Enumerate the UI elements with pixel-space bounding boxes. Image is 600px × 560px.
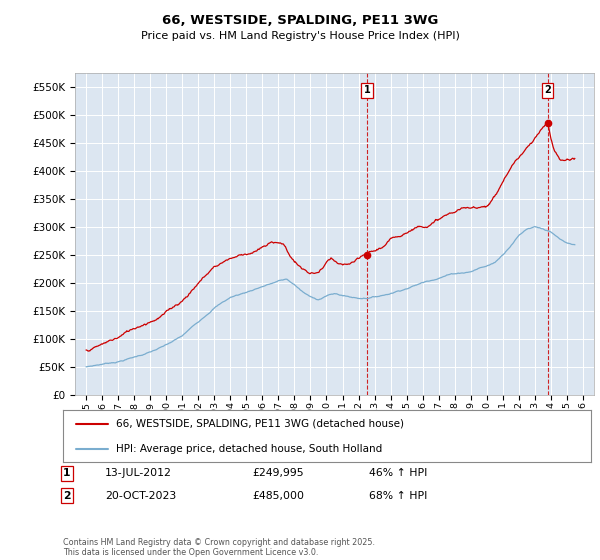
Text: HPI: Average price, detached house, South Holland: HPI: Average price, detached house, Sout… (116, 444, 382, 454)
Text: 66, WESTSIDE, SPALDING, PE11 3WG: 66, WESTSIDE, SPALDING, PE11 3WG (162, 14, 438, 27)
Text: 13-JUL-2012: 13-JUL-2012 (105, 468, 172, 478)
Text: Contains HM Land Registry data © Crown copyright and database right 2025.
This d: Contains HM Land Registry data © Crown c… (63, 538, 375, 557)
Text: 1: 1 (364, 85, 370, 95)
Text: 20-OCT-2023: 20-OCT-2023 (105, 491, 176, 501)
Text: 2: 2 (544, 85, 551, 95)
Text: £485,000: £485,000 (252, 491, 304, 501)
Text: £249,995: £249,995 (252, 468, 304, 478)
Text: 66, WESTSIDE, SPALDING, PE11 3WG (detached house): 66, WESTSIDE, SPALDING, PE11 3WG (detach… (116, 419, 404, 429)
Text: 2: 2 (63, 491, 71, 501)
Text: 46% ↑ HPI: 46% ↑ HPI (369, 468, 427, 478)
Text: Price paid vs. HM Land Registry's House Price Index (HPI): Price paid vs. HM Land Registry's House … (140, 31, 460, 41)
Text: 68% ↑ HPI: 68% ↑ HPI (369, 491, 427, 501)
Text: 1: 1 (63, 468, 71, 478)
